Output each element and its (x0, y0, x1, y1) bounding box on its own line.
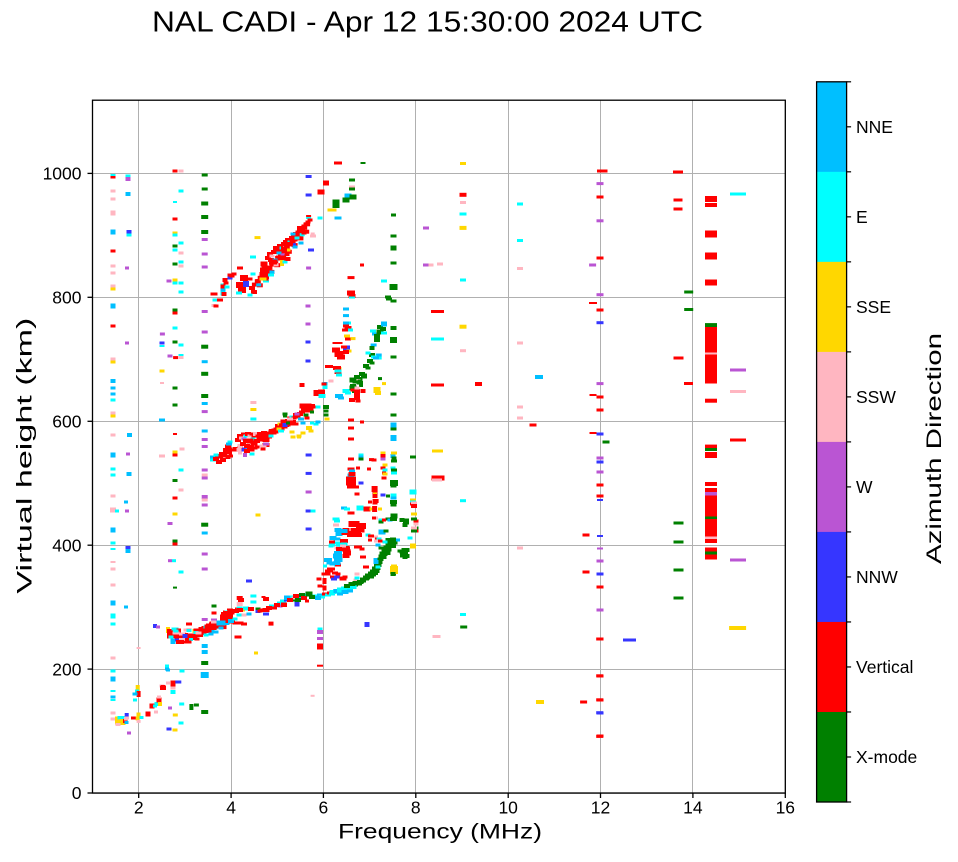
svg-text:NNE: NNE (856, 117, 893, 137)
svg-text:E: E (856, 207, 868, 227)
svg-text:1000: 1000 (43, 164, 82, 184)
svg-text:Frequency (MHz): Frequency (MHz) (338, 821, 542, 844)
svg-text:Azimuth Direction: Azimuth Direction (923, 333, 946, 564)
svg-text:14: 14 (683, 798, 703, 818)
svg-text:12: 12 (591, 798, 610, 818)
svg-text:W: W (856, 477, 873, 497)
svg-text:800: 800 (52, 288, 81, 308)
svg-text:600: 600 (52, 412, 81, 432)
svg-text:6: 6 (319, 798, 329, 818)
svg-text:2: 2 (134, 798, 144, 818)
svg-text:400: 400 (52, 535, 81, 555)
svg-text:Vertical: Vertical (856, 657, 913, 677)
svg-text:16: 16 (776, 798, 795, 818)
svg-text:200: 200 (52, 659, 81, 679)
svg-text:SSW: SSW (856, 387, 896, 407)
svg-text:NNW: NNW (856, 567, 898, 587)
svg-text:SSE: SSE (856, 297, 891, 317)
svg-text:Virtual height (km): Virtual height (km) (14, 318, 37, 594)
svg-text:4: 4 (226, 798, 236, 818)
svg-text:0: 0 (72, 783, 82, 803)
svg-text:10: 10 (498, 798, 518, 818)
svg-text:NAL CADI - Apr 12 15:30:00 202: NAL CADI - Apr 12 15:30:00 2024 UTC (152, 7, 703, 39)
svg-text:8: 8 (411, 798, 421, 818)
svg-text:X-mode: X-mode (856, 747, 917, 767)
